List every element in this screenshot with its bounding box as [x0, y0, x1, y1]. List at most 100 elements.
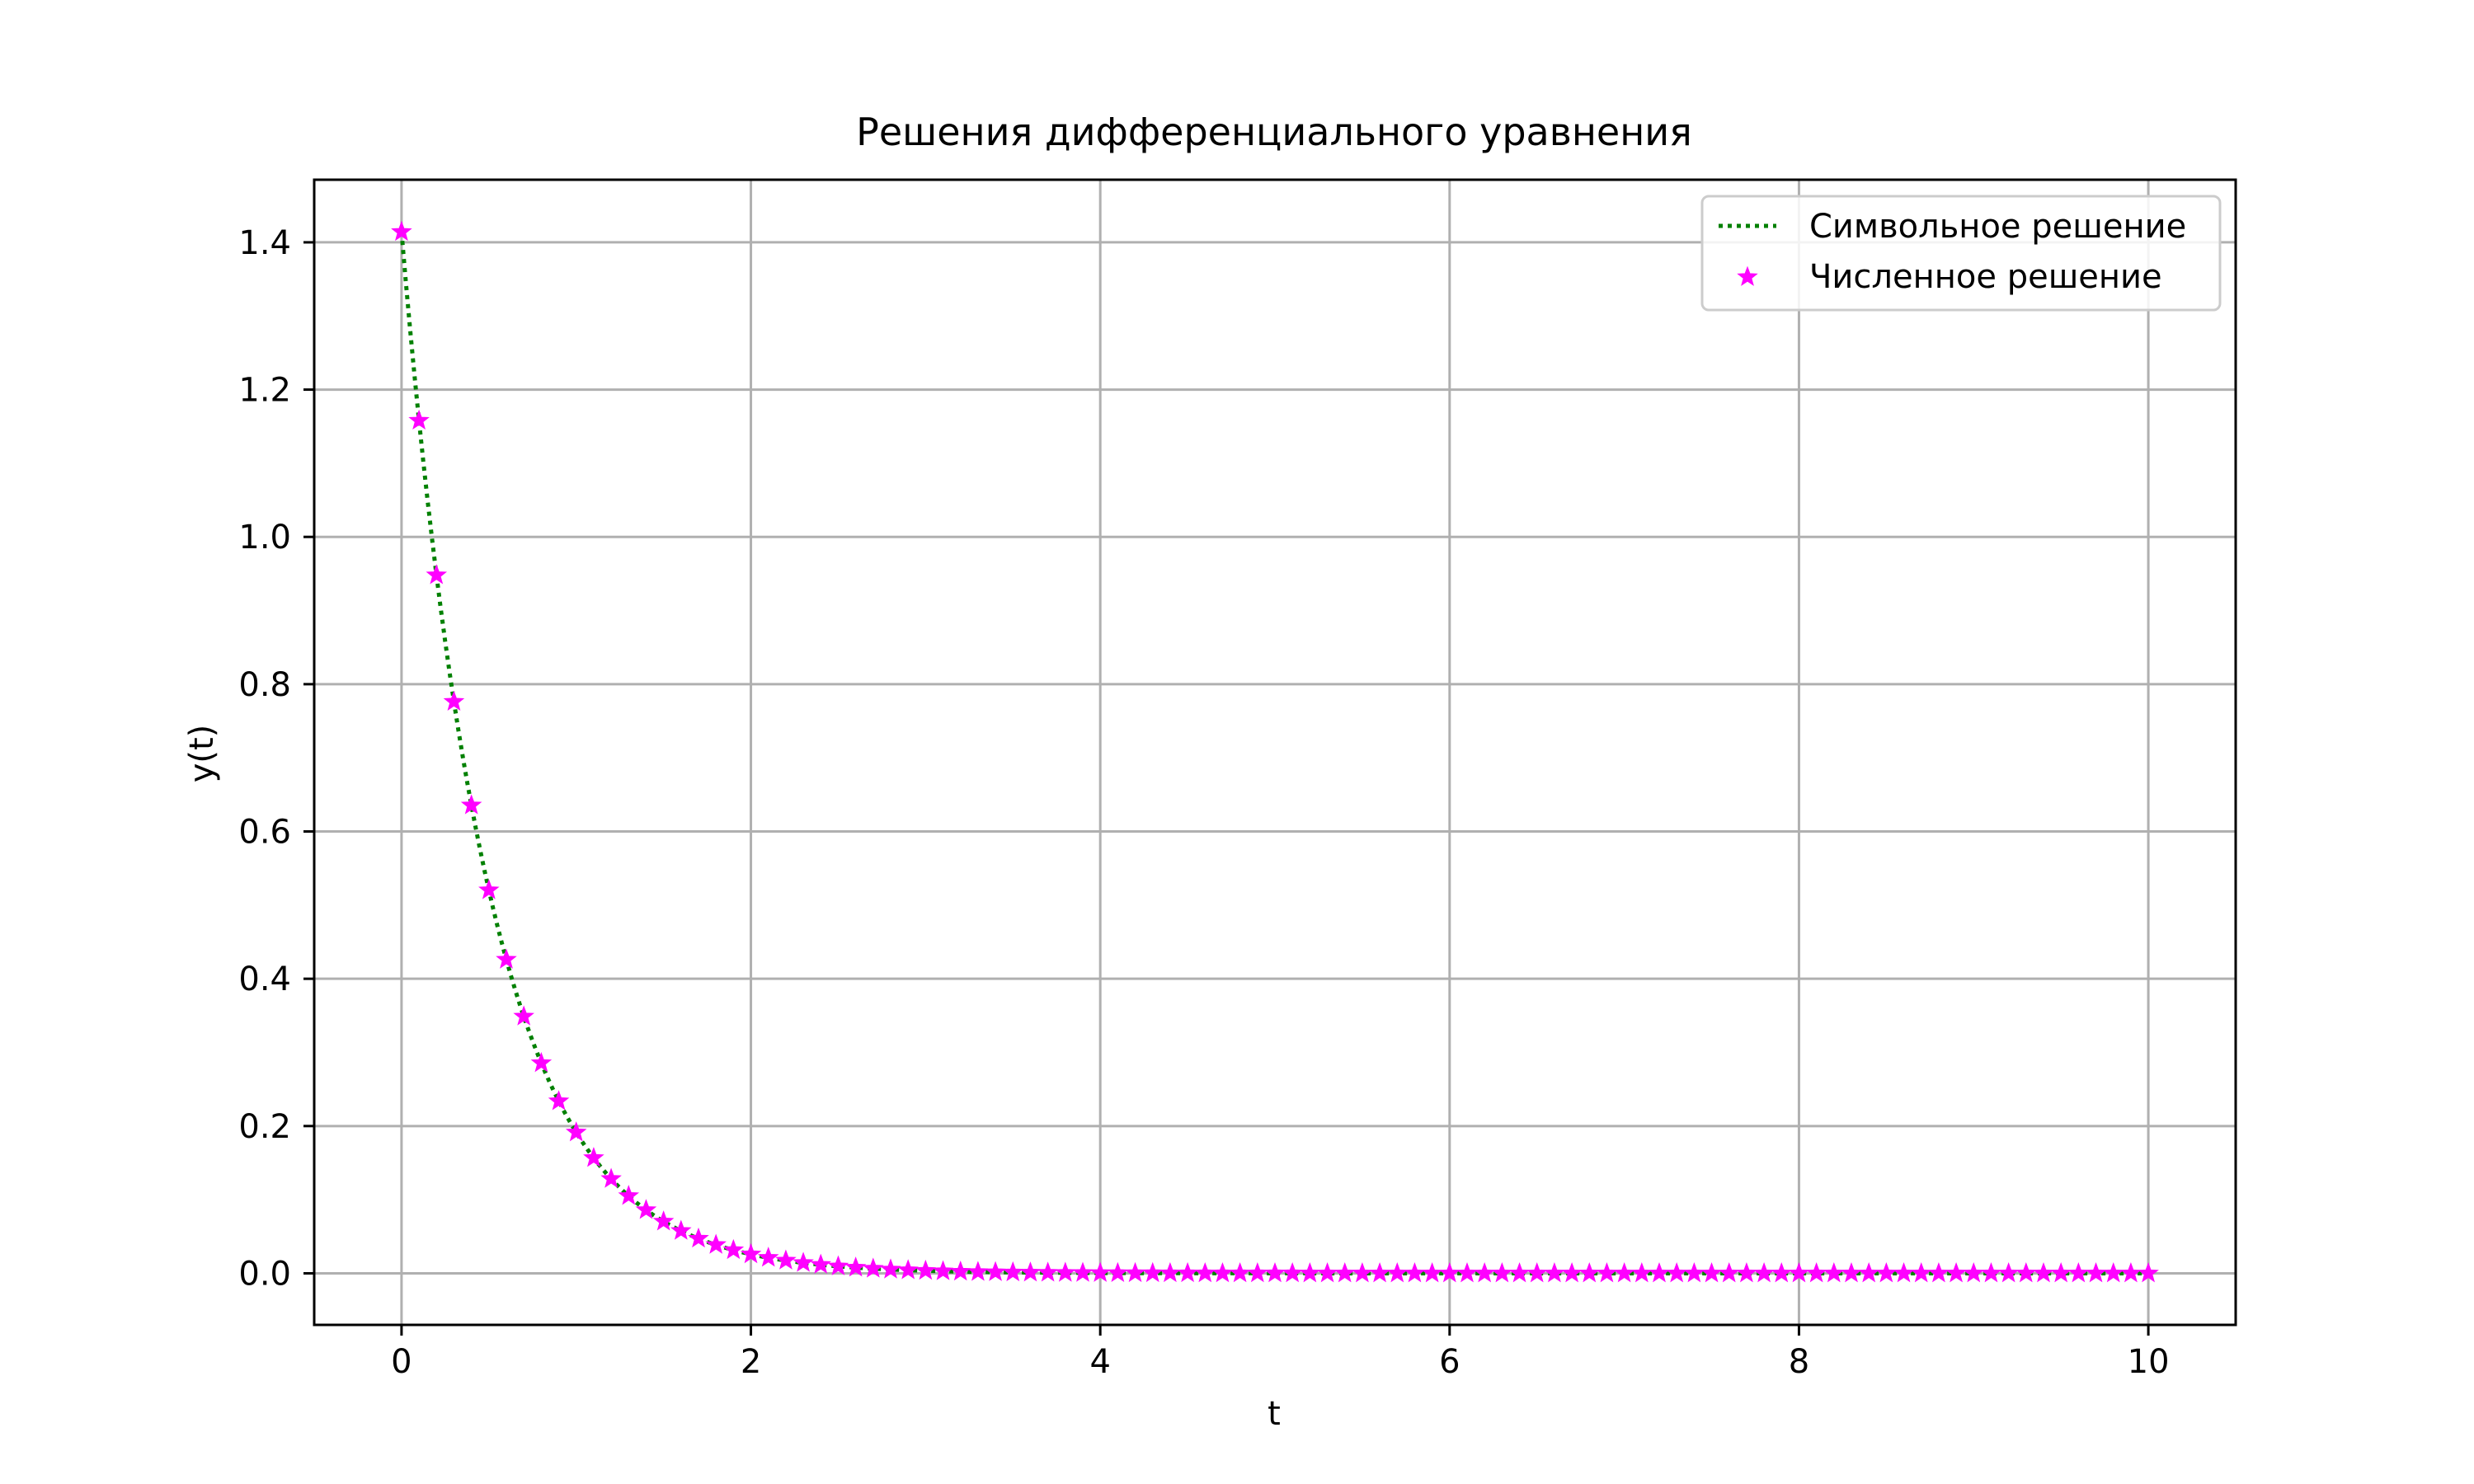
x-tick-label: 0: [391, 1343, 412, 1381]
numeric-solution-point: [844, 1256, 867, 1277]
x-axis-label: t: [1268, 1395, 1281, 1433]
numeric-solution-point: [1299, 1262, 1321, 1283]
numeric-solution-point: [1421, 1262, 1443, 1283]
numeric-solution-layer: [391, 220, 2159, 1283]
numeric-solution-point: [1333, 1262, 1356, 1283]
numeric-solution-point: [1264, 1261, 1286, 1283]
numeric-solution-point: [583, 1147, 604, 1167]
y-axis-label: y(t): [183, 725, 221, 783]
numeric-solution-point: [565, 1121, 587, 1142]
numeric-solution-point: [688, 1227, 709, 1248]
numeric-solution-point: [1456, 1262, 1478, 1283]
numeric-solution-point: [1561, 1262, 1583, 1283]
numeric-solution-point: [1578, 1262, 1601, 1283]
grid-lines: [314, 180, 2236, 1325]
plot-frame: [313, 178, 2237, 1327]
numeric-solution-point: [1124, 1261, 1146, 1283]
y-tick-label: 1.0: [238, 519, 291, 556]
numeric-solution-point: [2085, 1262, 2107, 1283]
numeric-solution-point: [478, 879, 500, 899]
numeric-solution-point: [2033, 1262, 2054, 1283]
numeric-solution-point: [810, 1253, 832, 1274]
numeric-solution-point: [1875, 1262, 1898, 1283]
numeric-solution-point: [1211, 1261, 1234, 1283]
legend-numeric-label: Численное решение: [1809, 258, 2162, 296]
numeric-solution-point: [1980, 1262, 2002, 1283]
numeric-solution-point: [1910, 1262, 1932, 1283]
numeric-solution-point: [1771, 1262, 1793, 1283]
numeric-solution-point: [757, 1247, 779, 1267]
y-tick-label: 0.6: [238, 814, 291, 852]
legend-star-marker: [1737, 265, 1758, 286]
numeric-solution-point: [1788, 1262, 1810, 1283]
numeric-solution-point: [2120, 1262, 2142, 1283]
numeric-solution-point: [1474, 1262, 1495, 1283]
y-tick-label: 0.0: [238, 1255, 291, 1293]
x-tick-label: 2: [741, 1343, 761, 1381]
numeric-solution-point: [1596, 1262, 1618, 1283]
numeric-solution-point: [1439, 1262, 1460, 1283]
numeric-solution-point: [1841, 1262, 1862, 1283]
numeric-solution-point: [496, 948, 517, 969]
numeric-solution-point: [1753, 1262, 1775, 1283]
numeric-solution-point: [1823, 1262, 1845, 1283]
numeric-solution-point: [1718, 1262, 1740, 1283]
numeric-solution-point: [408, 409, 430, 430]
numeric-solution-point: [1945, 1262, 1967, 1283]
numeric-solution-point: [949, 1260, 971, 1281]
numeric-solution-point: [1369, 1262, 1390, 1283]
numeric-solution-point: [513, 1005, 534, 1026]
numeric-solution-point: [793, 1252, 814, 1272]
x-tick-label: 4: [1089, 1343, 1110, 1381]
numeric-solution-point: [2102, 1262, 2124, 1283]
numeric-solution-point: [1247, 1261, 1268, 1283]
numeric-solution-point: [1963, 1262, 1985, 1283]
legend-symbolic-label: Символьное решение: [1809, 208, 2186, 246]
numeric-solution-point: [1508, 1262, 1531, 1283]
legend-numeric-swatch: [1737, 265, 1758, 286]
numeric-solution-point: [1159, 1261, 1181, 1283]
y-tick-label: 0.2: [238, 1108, 291, 1146]
numeric-solution-point: [1649, 1262, 1670, 1283]
numeric-solution-point: [1997, 1262, 2020, 1283]
x-tick-label: 10: [2128, 1343, 2170, 1381]
numeric-solution-point: [1352, 1262, 1373, 1283]
numeric-solution-point: [1177, 1261, 1198, 1283]
legend: Символьное решение Численное решение: [1700, 195, 2222, 312]
numeric-solution-point: [1491, 1262, 1513, 1283]
numeric-solution-point: [600, 1167, 622, 1188]
numeric-solution-point: [897, 1259, 919, 1280]
numeric-solution-point: [1386, 1262, 1409, 1283]
numeric-solution-point: [1805, 1262, 1827, 1283]
x-tick-label: 8: [1789, 1343, 1809, 1381]
numeric-solution-point: [932, 1260, 954, 1280]
numeric-solution-point: [915, 1259, 937, 1280]
y-tick-label: 0.8: [238, 666, 291, 704]
x-tick-label: 6: [1439, 1343, 1460, 1381]
numeric-solution-point: [618, 1185, 640, 1205]
numeric-solution-point: [1683, 1262, 1705, 1283]
numeric-solution-point: [880, 1258, 901, 1279]
y-tick-label: 1.4: [238, 224, 291, 262]
chart-title: Решения дифференциального уравнения: [856, 110, 1692, 154]
numeric-solution-point: [443, 690, 465, 711]
numeric-solution-point: [1858, 1262, 1879, 1283]
numeric-solution-point: [2138, 1262, 2159, 1283]
numeric-solution-point: [1055, 1261, 1076, 1282]
numeric-solution-point: [775, 1249, 797, 1270]
numeric-solution-point: [1893, 1262, 1915, 1283]
numeric-solution-point: [426, 564, 448, 585]
numeric-solution-point: [1928, 1262, 1950, 1283]
x-axis-ticks: 0 2 4 6 8 10: [391, 1325, 2170, 1381]
y-axis-ticks: 0.0 0.2 0.4 0.6 0.8 1.0 1.2 1.4: [238, 224, 314, 1293]
numeric-solution-point: [1700, 1262, 1723, 1283]
y-tick-label: 0.4: [238, 960, 291, 998]
numeric-solution-point: [530, 1052, 553, 1073]
numeric-solution-point: [827, 1255, 849, 1275]
legend-box: [1700, 195, 2222, 312]
numeric-solution-point: [740, 1242, 762, 1264]
numeric-solution-point: [1089, 1261, 1111, 1282]
numeric-solution-point: [2050, 1262, 2072, 1283]
numeric-solution-point: [1666, 1262, 1687, 1283]
